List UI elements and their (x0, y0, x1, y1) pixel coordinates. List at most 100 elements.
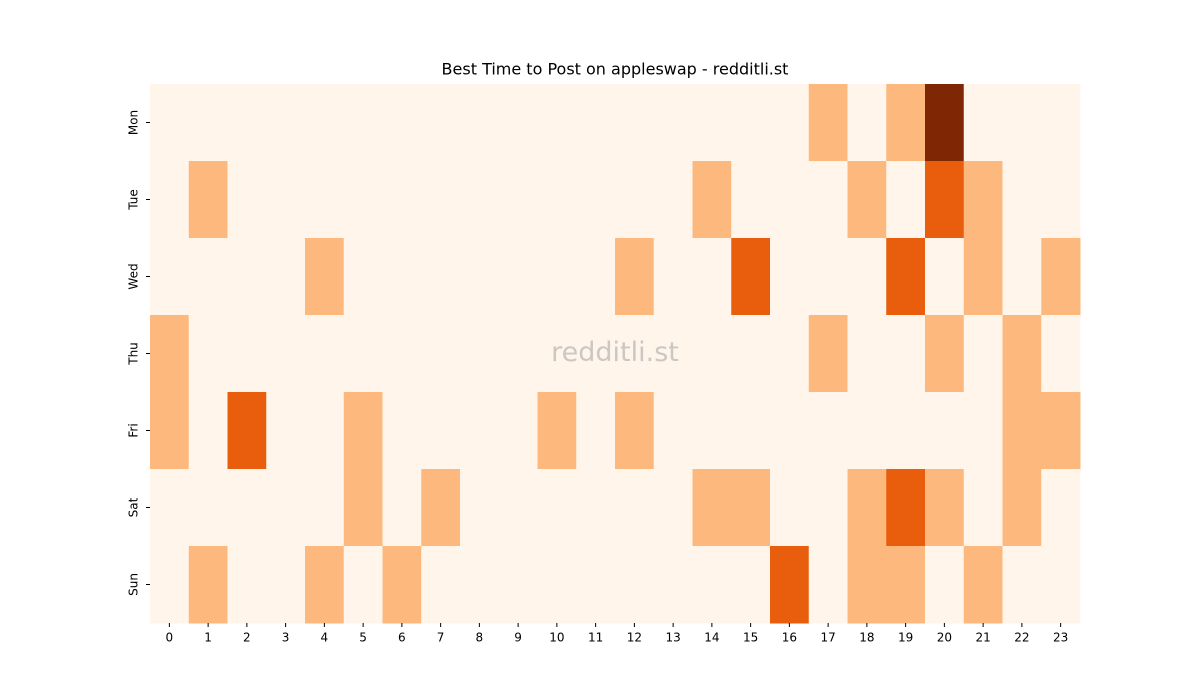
x-tick-label: 6 (398, 631, 406, 645)
heat-cell (886, 161, 926, 239)
heat-cell (576, 84, 616, 162)
heat-cell (731, 469, 771, 547)
heat-cell (925, 238, 965, 316)
heat-cell (1041, 238, 1081, 316)
x-tick-label: 18 (859, 631, 874, 645)
heat-cell (847, 392, 887, 470)
heatmap-cells (150, 84, 1081, 624)
heat-cell (692, 315, 732, 393)
heat-cell (615, 546, 655, 624)
heat-cell (343, 392, 383, 470)
heat-cell (343, 469, 383, 547)
x-tick-label: 1 (204, 631, 212, 645)
heat-cell (537, 392, 577, 470)
heat-cell (460, 469, 500, 547)
heat-cell (188, 161, 228, 239)
heat-cell (692, 469, 732, 547)
heat-cell (653, 84, 693, 162)
heat-cell (847, 238, 887, 316)
heat-cell (847, 161, 887, 239)
heat-cell (227, 469, 267, 547)
heat-cell (460, 315, 500, 393)
heat-cell (1041, 469, 1081, 547)
heat-cell (692, 238, 732, 316)
heat-cell (615, 161, 655, 239)
heat-cell (227, 392, 267, 470)
x-tick-label: 23 (1053, 631, 1068, 645)
chart-title: Best Time to Post on appleswap - redditl… (442, 60, 789, 79)
heat-cell (653, 161, 693, 239)
x-tick-label: 9 (514, 631, 522, 645)
heat-cell (1002, 392, 1042, 470)
heat-cell (421, 315, 461, 393)
heat-cell (886, 546, 926, 624)
heat-cell (692, 84, 732, 162)
heat-cell (925, 469, 965, 547)
heat-cell (692, 546, 732, 624)
heat-cell (925, 161, 965, 239)
heat-cell (886, 469, 926, 547)
x-tick-label: 14 (704, 631, 719, 645)
heat-cell (266, 392, 306, 470)
heat-cell (963, 392, 1003, 470)
heat-cell (382, 161, 422, 239)
heat-cell (537, 238, 577, 316)
axes: 0 1 2 3 4 5 6 7 8 9 10 11 12 13 14 15 16 17 18 19 20 21 22 23Mo… (127, 110, 1069, 645)
heat-cell (227, 315, 267, 393)
heat-cell (1041, 161, 1081, 239)
y-tick-label: Mon (127, 110, 141, 135)
heat-cell (1002, 469, 1042, 547)
x-tick-label: 15 (743, 631, 758, 645)
heat-cell (925, 315, 965, 393)
heat-cell (498, 469, 538, 547)
heat-cell (576, 546, 616, 624)
y-tick-label: Sun (127, 573, 141, 596)
heat-cell (770, 161, 810, 239)
heat-cell (731, 238, 771, 316)
heat-cell (343, 238, 383, 316)
heat-cell (460, 238, 500, 316)
heat-cell (615, 84, 655, 162)
heat-cell (925, 546, 965, 624)
heat-cell (576, 315, 616, 393)
heat-cell (150, 469, 190, 547)
heat-cell (227, 238, 267, 316)
watermark: redditli.st (551, 337, 679, 368)
heat-cell (537, 546, 577, 624)
heat-cell (576, 392, 616, 470)
heat-cell (615, 238, 655, 316)
heat-cell (963, 238, 1003, 316)
heat-cell (498, 238, 538, 316)
heat-cell (150, 238, 190, 316)
heat-cell (382, 546, 422, 624)
heat-cell (421, 161, 461, 239)
heat-cell (653, 469, 693, 547)
x-tick-label: 8 (476, 631, 484, 645)
heat-cell (615, 315, 655, 393)
x-tick-label: 3 (282, 631, 290, 645)
heat-cell (576, 161, 616, 239)
heat-cell (770, 84, 810, 162)
heat-cell (305, 84, 345, 162)
heat-cell (305, 546, 345, 624)
heat-cell (808, 546, 848, 624)
heat-cell (576, 238, 616, 316)
heat-cell (382, 392, 422, 470)
heat-cell (1041, 392, 1081, 470)
heat-cell (1002, 238, 1042, 316)
y-tick-label: Tue (127, 189, 141, 211)
heat-cell (1002, 546, 1042, 624)
heat-cell (537, 161, 577, 239)
heat-cell (421, 84, 461, 162)
x-tick-label: 17 (820, 631, 835, 645)
heat-cell (886, 392, 926, 470)
heat-cell (343, 84, 383, 162)
heat-cell (498, 161, 538, 239)
heat-cell (266, 546, 306, 624)
heat-cell (305, 315, 345, 393)
x-tick-label: 13 (665, 631, 680, 645)
x-tick-label: 10 (549, 631, 564, 645)
heat-cell (731, 392, 771, 470)
heat-cell (421, 392, 461, 470)
